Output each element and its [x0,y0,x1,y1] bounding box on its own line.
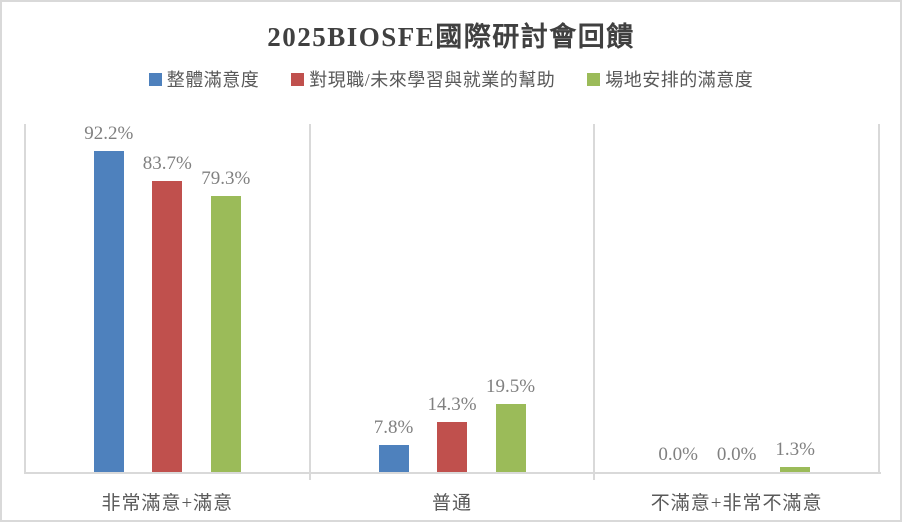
plot-edge-line [878,124,880,474]
category-separator-line [308,124,311,480]
legend-item: 對現職/未來學習與就業的幫助 [291,66,555,92]
legend-item: 整體滿意度 [148,66,260,92]
category-label: 非常滿意+滿意 [101,493,234,514]
legend-marker-icon [148,72,162,86]
data-label: 0.0% [658,444,698,465]
data-label: 14.3% [427,394,477,416]
category-separator-line [593,124,596,480]
category-label: 普通 [431,493,473,514]
plot-edge-line [24,124,26,474]
legend-marker-icon [587,72,601,86]
data-label: 1.3% [775,439,815,461]
legend-label: 整體滿意度 [166,70,260,90]
category-label: 不滿意+非常不滿意 [650,493,823,514]
bar [437,422,467,472]
data-label: 92.2% [84,123,134,145]
chart-title: 2025BIOSFE國際研討會回饋 [267,22,635,52]
data-label: 19.5% [485,376,536,398]
bar [152,180,183,472]
data-label: 79.3% [201,168,251,190]
data-label: 83.7% [142,152,192,174]
bar [93,151,124,472]
legend-label: 場地安排的滿意度 [605,70,754,90]
chart-legend: 整體滿意度 對現職/未來學習與就業的幫助 場地安排的滿意度 [2,66,900,92]
data-label: 0.0% [716,444,757,465]
legend-item: 場地安排的滿意度 [587,66,753,92]
bar [378,444,409,472]
legend-label: 對現職/未來學習與就業的幫助 [309,70,556,90]
bar [495,404,526,472]
data-label: 7.8% [373,416,414,438]
bar [780,467,811,472]
bar [210,196,241,472]
legend-marker-icon [291,72,305,86]
x-axis-line [25,472,881,474]
